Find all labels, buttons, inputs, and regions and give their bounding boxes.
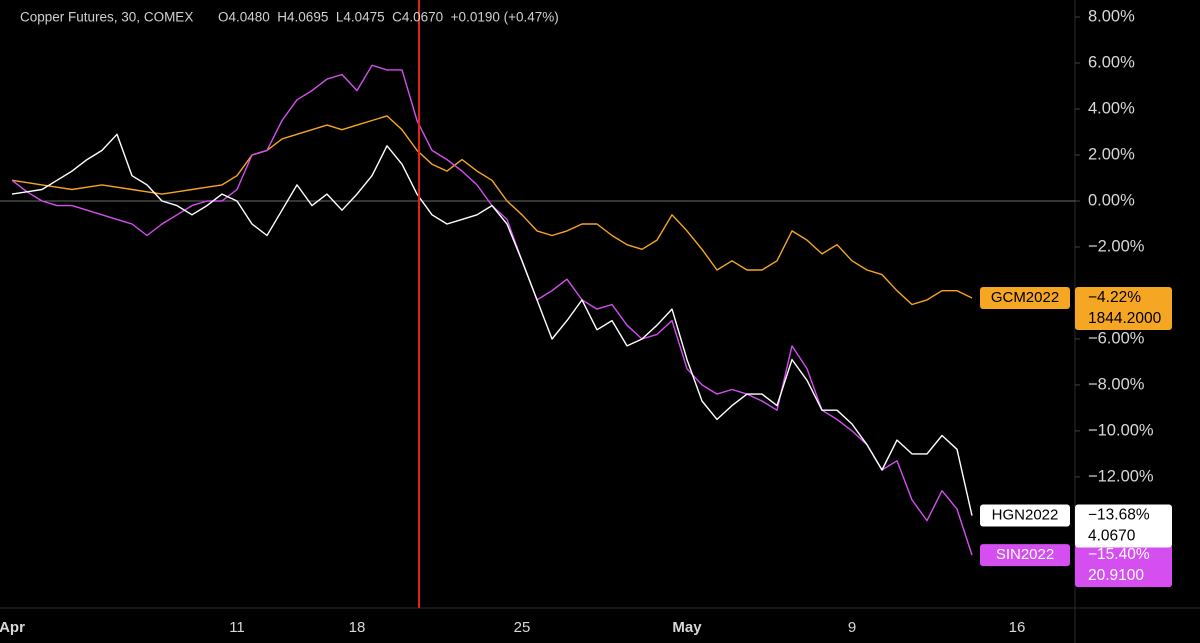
last-value-box [1075,544,1172,588]
series-name-box [980,504,1070,527]
chart-title: Copper Futures, 30, COMEX [20,10,193,25]
x-tick-label: 18 [349,619,366,636]
y-tick-label: −2.00% [1088,237,1145,255]
legend-label: SIN2022 [996,546,1054,563]
y-tick-label: 2.00% [1088,145,1135,163]
last-value-box [1075,504,1172,548]
y-tick-label: 8.00% [1088,7,1135,25]
series-name-box [980,544,1070,567]
legend-label: GCM2022 [991,289,1059,306]
last-value-label: −4.22% [1088,289,1141,306]
plot-area [0,64,1075,556]
y-tick-label: −8.00% [1088,375,1145,393]
x-tick-label: 9 [848,619,856,636]
last-price-label: 4.0670 [1088,528,1136,545]
y-tick-label: 0.00% [1088,191,1135,209]
x-tick-label: 25 [514,619,531,636]
series-line [11,133,973,516]
x-tick-label: 16 [1009,619,1026,636]
last-value-label: −13.68% [1088,507,1150,524]
last-value-label: −15.40% [1088,546,1150,563]
last-price-label: 20.9100 [1088,567,1144,584]
y-tick-label: 4.00% [1088,99,1135,117]
series-name-box [980,287,1070,310]
last-price-label: 1844.2000 [1088,310,1162,327]
legend-label: HGN2022 [992,507,1059,524]
y-tick-label: −12.00% [1088,467,1154,485]
series-line [11,115,973,306]
ohlc-readout: O4.0480 H4.0695 L4.0475 C4.0670 +0.0190 … [218,10,559,25]
x-tick-label: 11 [229,619,245,636]
last-value-box [1075,287,1172,331]
y-tick-label: −10.00% [1088,421,1154,439]
y-tick-label: −6.00% [1088,329,1145,347]
y-tick-label: 6.00% [1088,53,1135,71]
x-tick-label: May [672,619,702,636]
x-tick-label: Apr [0,619,25,636]
